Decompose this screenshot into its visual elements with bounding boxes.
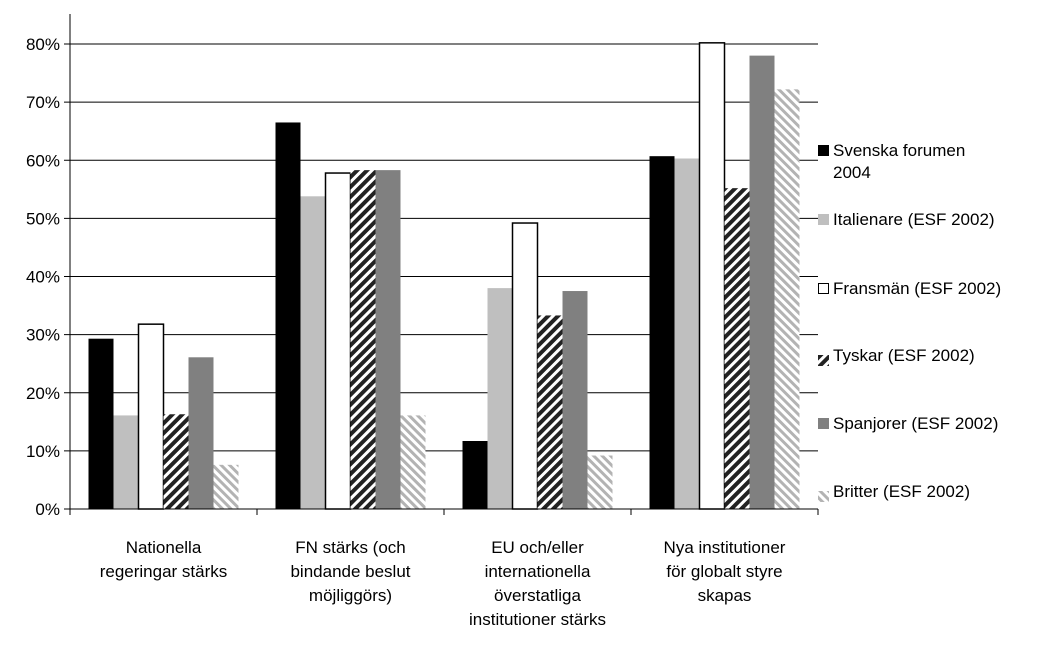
legend-label-0: Svenska forumen 2004 (833, 140, 1058, 184)
bar-s4-c1 (375, 170, 401, 509)
legend-swatch-5-pattern (818, 491, 829, 502)
x-category-label-2-line-2: överstatliga (494, 586, 581, 605)
bar-s1-c1 (300, 196, 326, 509)
x-category-label-3-line-0: Nya institutioner (664, 538, 786, 557)
bar-s0-c2 (462, 440, 488, 509)
legend-swatch-0 (818, 145, 829, 156)
bar-s5-c1 (400, 415, 426, 509)
legend-item-0: Svenska forumen 2004 (818, 140, 1058, 184)
bar-s5-c2 (587, 455, 613, 509)
bar-s1-c2 (487, 288, 513, 509)
x-category-label-3-line-1: för globalt styre (666, 562, 782, 581)
y-tick-label-6: 60% (26, 151, 60, 170)
y-tick-label-1: 10% (26, 442, 60, 461)
bar-s1-c0 (113, 415, 139, 509)
bar-s0-c3 (649, 156, 675, 509)
x-category-label-2-line-3: institutioner stärks (469, 610, 606, 629)
bar-s3-c2 (537, 315, 563, 509)
legend-swatch-4 (818, 418, 829, 429)
legend-swatch-3-pattern (818, 355, 829, 366)
legend-item-5: Britter (ESF 2002) (818, 481, 1058, 503)
bar-s4-c3 (749, 55, 775, 509)
legend-label-5: Britter (ESF 2002) (833, 482, 970, 501)
x-category-label-2-line-1: internationella (485, 562, 591, 581)
bar-s5-c0 (213, 464, 239, 509)
bar-s4-c0 (188, 357, 214, 509)
x-category-label-3-line-2: skapas (698, 586, 752, 605)
bar-s3-c0 (163, 414, 189, 509)
x-category-label-0-line-1: regeringar stärks (100, 562, 228, 581)
legend-item-3: Tyskar (ESF 2002) (818, 345, 1058, 367)
legend-swatch-1 (818, 214, 829, 225)
y-tick-label-2: 20% (26, 384, 60, 403)
x-category-label-3: Nya institutioner för globalt styre skapas (664, 538, 786, 605)
y-tick-label-8: 80% (26, 35, 60, 54)
y-tick-label-0: 0% (35, 500, 60, 519)
y-tick-label-7: 70% (26, 93, 60, 112)
legend-item-1: Italienare (ESF 2002) (818, 209, 1058, 231)
bar-s2-c1 (324, 172, 352, 510)
legend-swatch-5 (818, 486, 829, 502)
legend-label-4: Spanjorer (ESF 2002) (833, 414, 999, 433)
bar-s0-c0 (88, 338, 114, 509)
bar-s3-c1 (350, 170, 376, 509)
legend-item-4: Spanjorer (ESF 2002) (818, 413, 1058, 435)
bar-s2-c0 (137, 323, 165, 510)
y-tick-label-3: 30% (26, 326, 60, 345)
x-category-label-0: Nationella regeringar stärks (100, 538, 228, 581)
legend-label-3: Tyskar (ESF 2002) (833, 346, 975, 365)
legend-label-2: Fransmän (ESF 2002) (833, 279, 1002, 298)
legend-swatch-2 (818, 283, 829, 294)
bar-s2-c2 (511, 222, 539, 510)
bar-s5-c3 (774, 89, 800, 510)
y-tick-label-4: 40% (26, 268, 60, 287)
legend-label-1: Italienare (ESF 2002) (833, 210, 995, 229)
legend-label-0-line-1: 2004 (833, 163, 871, 182)
x-category-label-1-line-2: möjliggörs) (309, 586, 392, 605)
x-category-label-1-line-0: FN stärks (och (295, 538, 406, 557)
x-category-label-0-line-0: Nationella (126, 538, 202, 557)
bar-s1-c3 (674, 158, 700, 509)
bar-s0-c1 (275, 122, 301, 509)
y-tick-label-5: 50% (26, 209, 60, 228)
x-category-label-1-line-1: bindande beslut (290, 562, 410, 581)
x-category-label-2: EU och/eller internationella överstatliga i… (469, 538, 606, 629)
legend-swatch-3 (818, 350, 829, 366)
legend-item-2: Fransmän (ESF 2002) (818, 278, 1058, 300)
x-category-label-1: FN stärks (och bindande beslut möjliggörs) (290, 538, 410, 605)
legend-label-0-line-0: Svenska forumen (833, 141, 966, 160)
x-category-label-2-line-0: EU och/eller (491, 538, 584, 557)
bar-s4-c2 (562, 291, 588, 509)
bar-s3-c3 (724, 188, 750, 509)
bar-s2-c3 (698, 42, 726, 510)
